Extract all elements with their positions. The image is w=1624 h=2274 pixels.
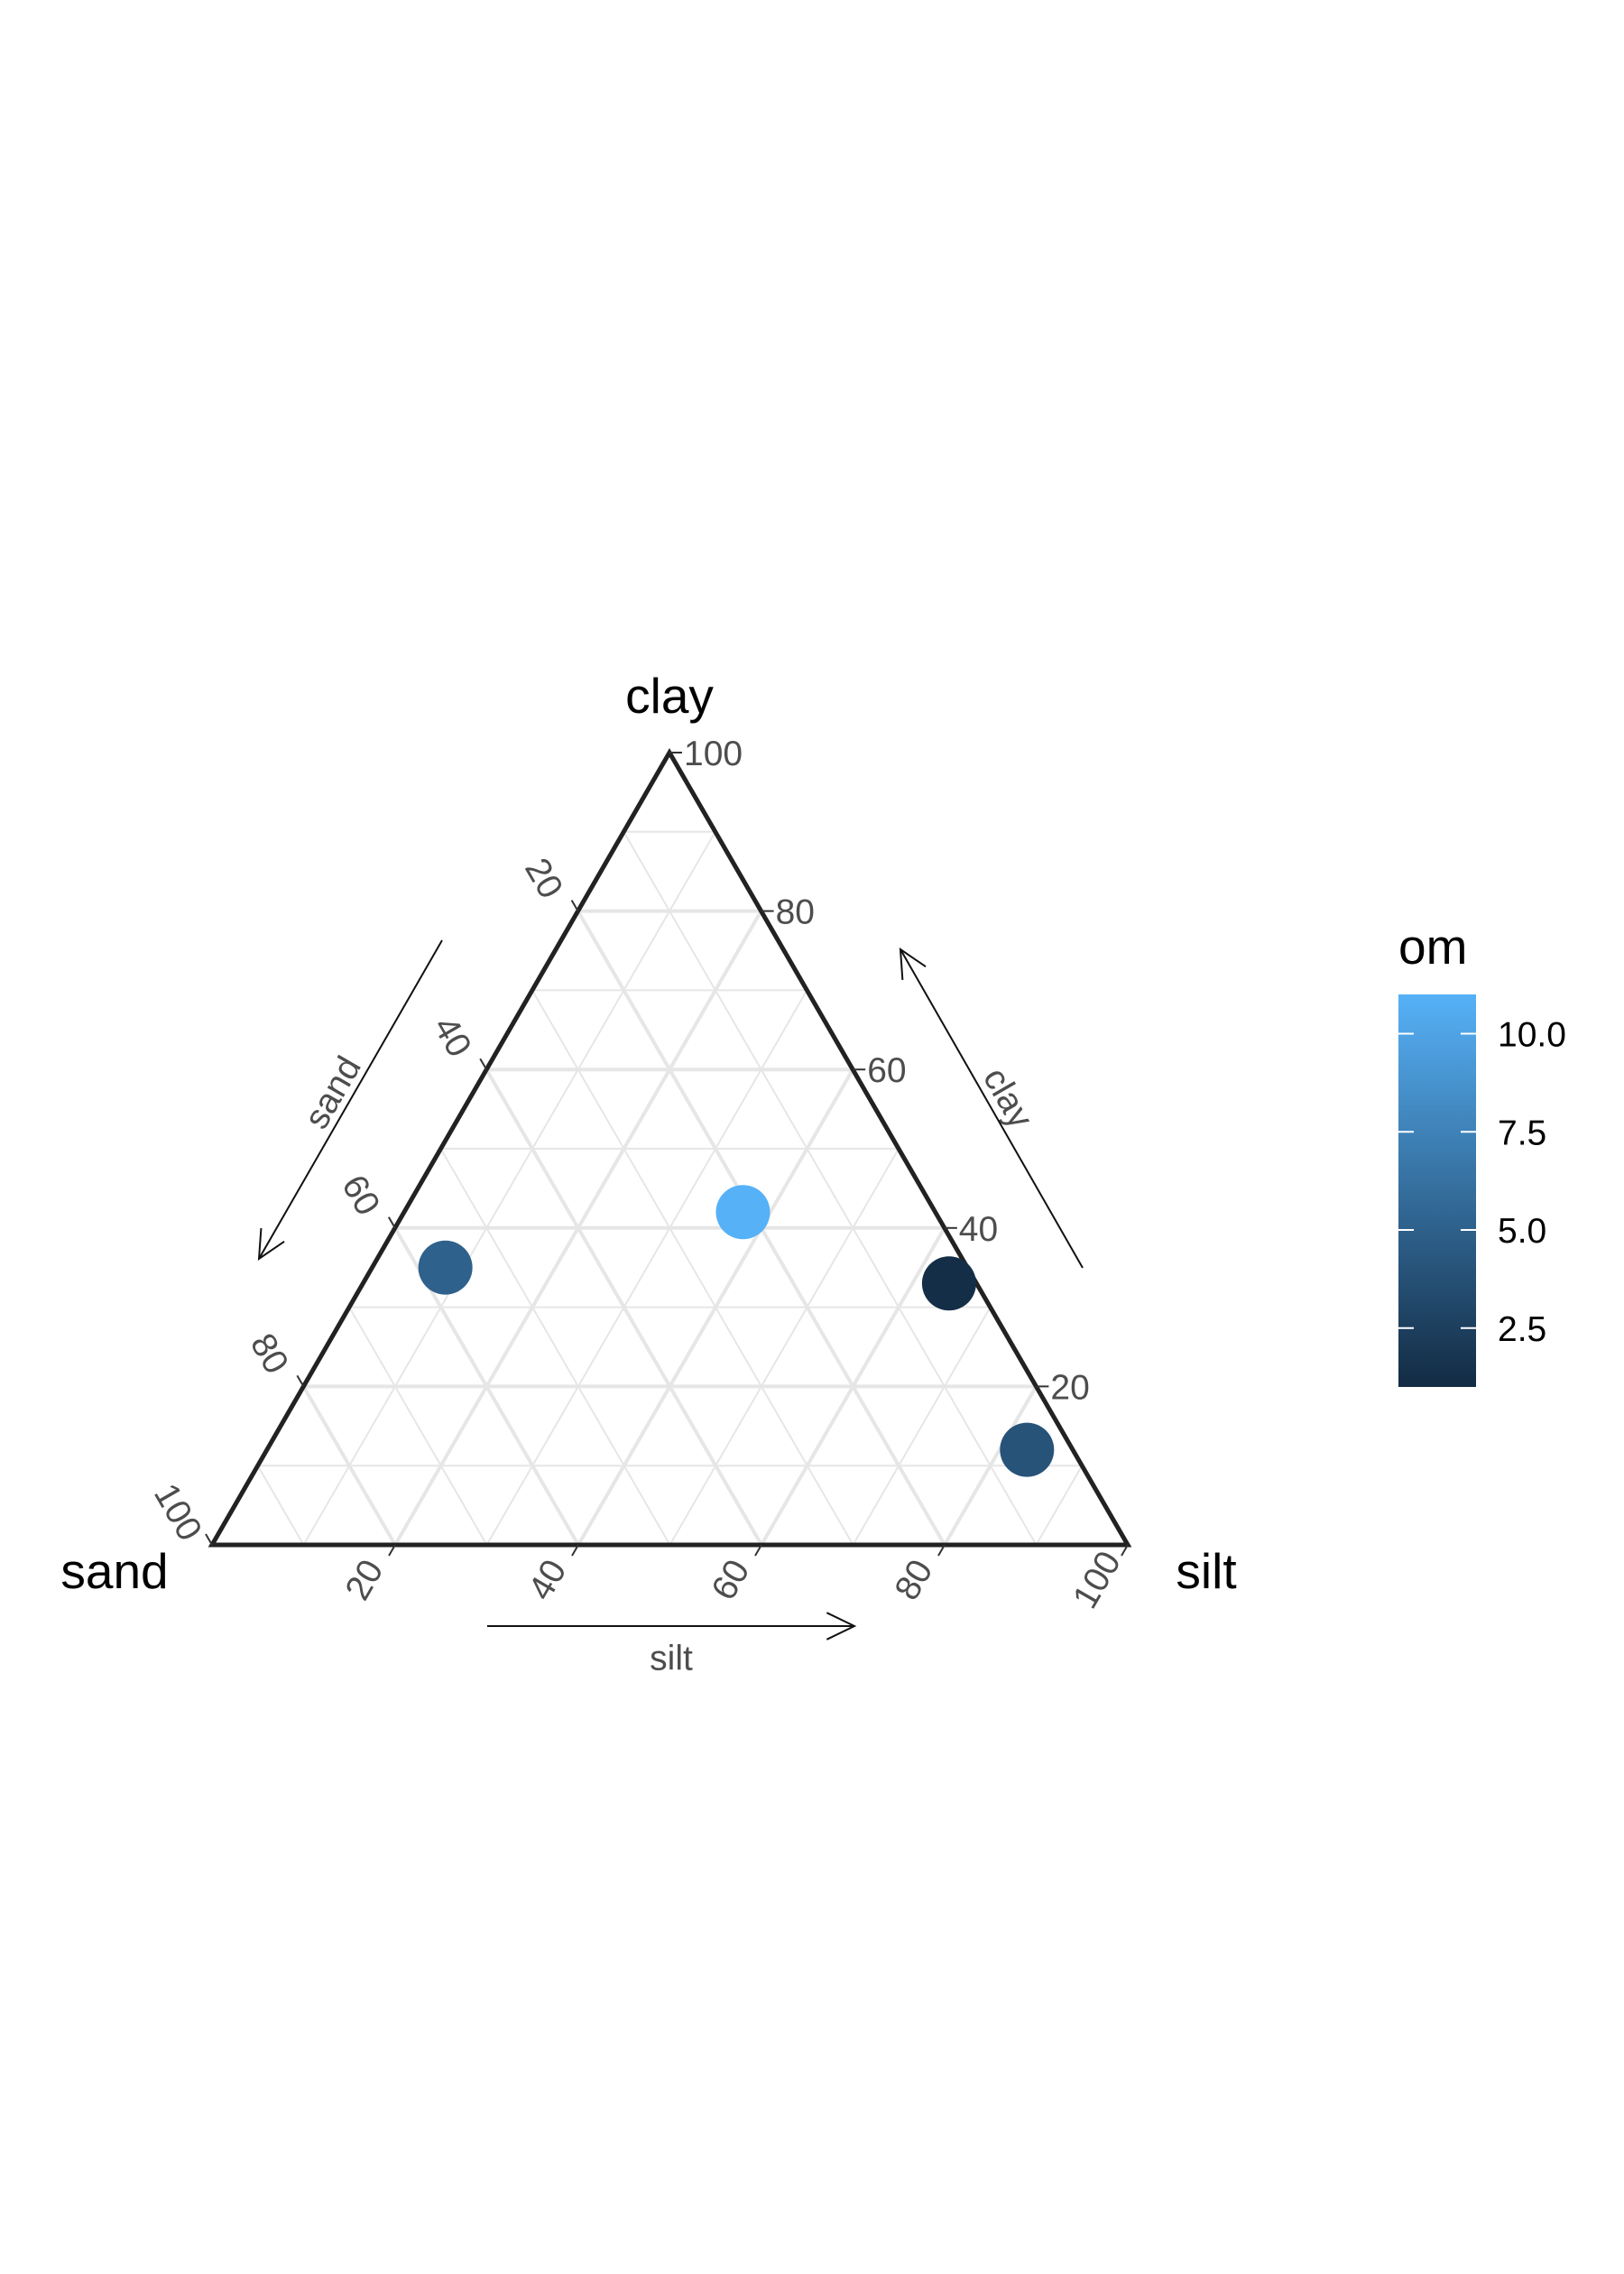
tick-label-silt: 20 (338, 1553, 392, 1606)
arrow-silt-head (826, 1612, 857, 1641)
axis-labels: clay sand silt (60, 668, 1236, 1599)
tick-label-silt: 40 (521, 1553, 575, 1606)
tick-mark-silt (754, 1544, 762, 1557)
legend-colorbar (1398, 994, 1476, 1387)
tick-label-sand: 20 (517, 852, 570, 905)
legend: om 2.5 5.0 7.5 10.0 (1398, 919, 1566, 1387)
grid-line-sand (348, 1307, 488, 1546)
legend-break-label: 2.5 (1498, 1310, 1546, 1349)
legend-break-label: 10.0 (1498, 1016, 1566, 1055)
arrow-label-silt: silt (650, 1639, 693, 1678)
grid-line-silt (1035, 1465, 1084, 1546)
grid-line-silt (943, 1385, 1038, 1547)
arrow-sand-head (257, 1228, 285, 1261)
tick-label-clay: 80 (776, 893, 815, 932)
legend-title: om (1398, 919, 1467, 975)
data-point (921, 1256, 976, 1311)
tick-mark-silt (1121, 1544, 1129, 1557)
arrow-clay-head (899, 948, 927, 980)
tick-label-silt: 100 (1066, 1545, 1129, 1615)
tick-label-sand: 60 (334, 1169, 387, 1222)
tick-mark-silt (937, 1544, 946, 1557)
grid-line-sand (301, 1385, 397, 1547)
data-points (418, 1185, 1055, 1477)
tick-mark-sand (570, 900, 579, 912)
grid-line-silt (302, 831, 716, 1546)
arrow-label-sand: sand (297, 1050, 369, 1136)
tick-mark-silt (571, 1544, 579, 1557)
data-point (715, 1185, 770, 1240)
grid-line-sand (531, 989, 854, 1546)
tick-label-clay: 60 (867, 1051, 906, 1090)
tick-mark-sand (296, 1374, 305, 1387)
corner-label-sand: sand (60, 1543, 168, 1599)
data-point (1000, 1422, 1055, 1477)
tick-label-clay: 40 (959, 1210, 998, 1249)
tick-label-sand: 40 (426, 1011, 479, 1064)
tick-mark-sand (205, 1533, 213, 1546)
triangle-outline (208, 748, 1132, 1548)
tick-label-silt: 80 (888, 1553, 941, 1606)
tick-label-clay: 100 (684, 735, 743, 773)
grid-line-silt (852, 1307, 992, 1546)
data-point (418, 1240, 473, 1295)
grid-line-sand (256, 1465, 305, 1546)
tick-mark-silt (388, 1544, 396, 1557)
grid-line-sand (623, 831, 1038, 1546)
arrow-clay (900, 948, 1084, 1269)
grid-lines (256, 830, 1084, 1547)
corner-label-clay: clay (625, 668, 714, 724)
tick-label-clay: 20 (1050, 1368, 1089, 1407)
grid-line-silt (760, 1226, 946, 1547)
tick-label-sand: 80 (243, 1327, 296, 1381)
grid-line-silt (669, 1148, 900, 1546)
corner-label-silt: silt (1176, 1543, 1236, 1599)
tick-label-silt: 60 (705, 1553, 758, 1606)
tick-mark-sand (387, 1216, 396, 1229)
legend-break-label: 5.0 (1498, 1212, 1546, 1251)
arrow-sand (258, 939, 443, 1260)
tick-mark-sand (479, 1058, 488, 1070)
tick-label-sand: 100 (146, 1477, 209, 1548)
legend-break-label: 7.5 (1498, 1114, 1546, 1152)
grid-line-sand (439, 1148, 671, 1546)
grid-line-silt (485, 989, 808, 1546)
axis-arrows: sand clay silt (257, 939, 1084, 1678)
